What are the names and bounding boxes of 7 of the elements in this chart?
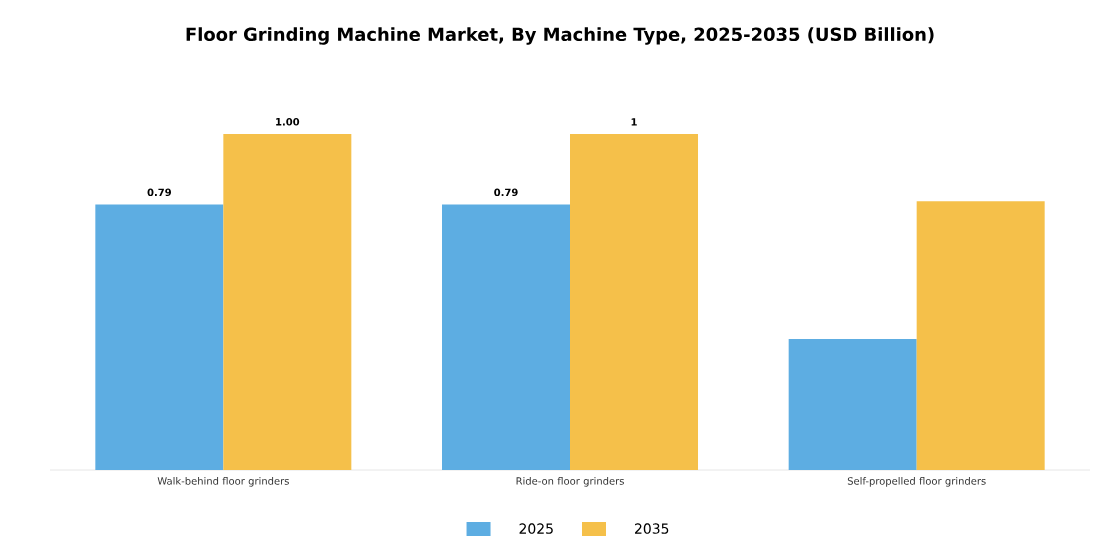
bar — [570, 133, 699, 470]
bar — [442, 204, 570, 470]
bar — [788, 338, 917, 470]
bar — [223, 133, 352, 470]
chart-title: Floor Grinding Machine Market, By Machine Type, 2025-2035 (USD Billion) — [186, 27, 934, 45]
bar — [95, 204, 224, 470]
bar — [916, 201, 1045, 470]
